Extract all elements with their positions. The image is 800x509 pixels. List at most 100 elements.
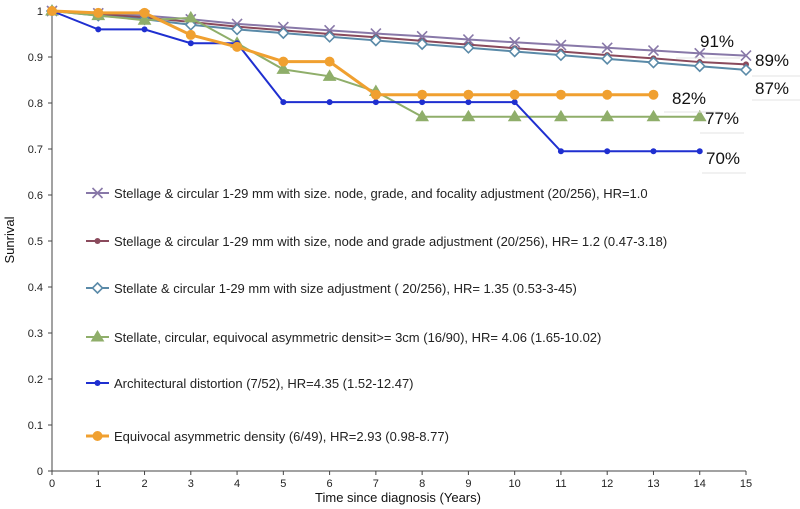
data-point	[650, 148, 657, 155]
data-point	[370, 89, 381, 100]
x-tick-label: 11	[555, 478, 566, 490]
x-tick-label: 6	[327, 478, 333, 490]
y-tick-label: 0.4	[28, 282, 43, 294]
x-tick-label: 0	[49, 478, 55, 490]
data-point	[647, 56, 660, 69]
end-label: 70%	[706, 149, 740, 168]
legend-entry-2: Stellage & circular 1-29 mm with size, n…	[86, 234, 667, 249]
series-line	[51, 10, 747, 71]
data-point	[417, 89, 428, 100]
data-point	[507, 109, 522, 122]
data-point	[416, 37, 429, 51]
data-point	[323, 30, 336, 43]
data-point	[696, 148, 703, 155]
data-point	[461, 109, 476, 122]
data-point	[232, 41, 243, 52]
data-point	[602, 89, 613, 100]
data-point	[693, 60, 706, 73]
y-tick-label: 0.7	[28, 144, 43, 156]
x-tick-label: 1	[95, 478, 101, 490]
data-point	[95, 26, 102, 33]
legend-label: Equivocal asymmetric density (6/49), HR=…	[114, 429, 449, 444]
data-point	[47, 6, 57, 16]
y-tick-label: 0.5	[28, 236, 43, 248]
data-point	[91, 187, 104, 199]
x-tick-label: 7	[373, 478, 379, 490]
legend-label: Stellage & circular 1-29 mm with size. n…	[114, 186, 648, 201]
legend-entry-4: Stellate, circular, equivocal asymmetric…	[86, 330, 601, 345]
data-point	[183, 10, 198, 23]
series-1	[46, 5, 752, 62]
y-tick-label: 1	[37, 6, 43, 18]
x-tick-label: 13	[647, 478, 659, 490]
x-tick-label: 14	[694, 478, 706, 490]
y-axis-title: Sunrival	[2, 216, 17, 263]
data-point	[94, 380, 101, 386]
series-line	[51, 9, 654, 97]
data-point	[554, 109, 568, 122]
data-point	[324, 56, 335, 67]
data-point	[230, 23, 244, 36]
data-point	[94, 238, 101, 244]
data-point	[92, 431, 103, 441]
x-tick-label: 9	[465, 478, 471, 490]
legend-entry-3: Stellate & circular 1-29 mm with size ad…	[86, 281, 577, 296]
legend-label: Stellate, circular, equivocal asymmetric…	[114, 330, 601, 345]
y-tick-label: 0.9	[28, 52, 43, 64]
x-tick-label: 12	[601, 478, 613, 490]
end-label: 87%	[755, 79, 789, 98]
y-tick-label: 0	[37, 466, 43, 478]
data-point	[280, 99, 287, 106]
data-point	[277, 26, 290, 40]
data-point	[137, 13, 152, 25]
data-point	[185, 29, 196, 40]
data-point	[462, 33, 474, 46]
data-point	[604, 148, 611, 155]
x-tick-label: 2	[141, 478, 147, 490]
data-point	[326, 99, 333, 106]
x-tick-label: 15	[740, 478, 752, 490]
series-line	[51, 10, 747, 57]
data-point	[139, 7, 150, 18]
data-point	[601, 42, 613, 54]
data-point	[511, 99, 518, 106]
data-point	[509, 36, 521, 48]
data-point	[465, 99, 472, 106]
series-line	[51, 10, 700, 153]
x-tick-label: 8	[419, 478, 425, 490]
data-point	[372, 99, 379, 106]
end-label: 91%	[700, 32, 734, 51]
y-tick-label: 0.8	[28, 98, 43, 110]
y-tick-label: 0.6	[28, 190, 43, 202]
data-point	[647, 44, 660, 57]
data-point	[554, 49, 568, 62]
legend-entry-5: Architectural distortion (7/52), HR=4.35…	[86, 376, 414, 391]
series-5	[49, 8, 703, 155]
legend-label: Stellate & circular 1-29 mm with size ad…	[114, 281, 577, 296]
data-point	[557, 148, 564, 155]
data-point	[555, 39, 567, 51]
x-tick-label: 5	[280, 478, 286, 490]
legend-label: Stellage & circular 1-29 mm with size, n…	[114, 234, 667, 249]
y-tick-label: 0.2	[28, 374, 43, 386]
end-label: 89%	[755, 51, 789, 70]
y-tick-label: 0.3	[28, 328, 43, 340]
data-point	[509, 89, 520, 100]
data-point	[90, 330, 105, 342]
data-point	[276, 62, 291, 74]
legend-entry-6: Equivocal asymmetric density (6/49), HR=…	[86, 429, 449, 444]
chart-axes: 0 1 2 3 4 5 6 7 8 9 10 11 12 13 14 1500.10.20.30.40.50.…	[28, 6, 752, 490]
data-point	[648, 89, 659, 100]
data-point	[91, 281, 104, 295]
x-tick-label: 10	[509, 478, 521, 490]
data-point	[646, 109, 661, 122]
data-point	[278, 56, 289, 67]
data-point	[187, 40, 194, 47]
data-point	[463, 89, 474, 100]
data-point	[739, 63, 753, 77]
legend-label: Architectural distortion (7/52), HR=4.35…	[114, 376, 414, 391]
legend-entry-1: Stellage & circular 1-29 mm with size. n…	[86, 186, 648, 201]
data-point	[369, 34, 382, 47]
data-point	[141, 26, 148, 33]
